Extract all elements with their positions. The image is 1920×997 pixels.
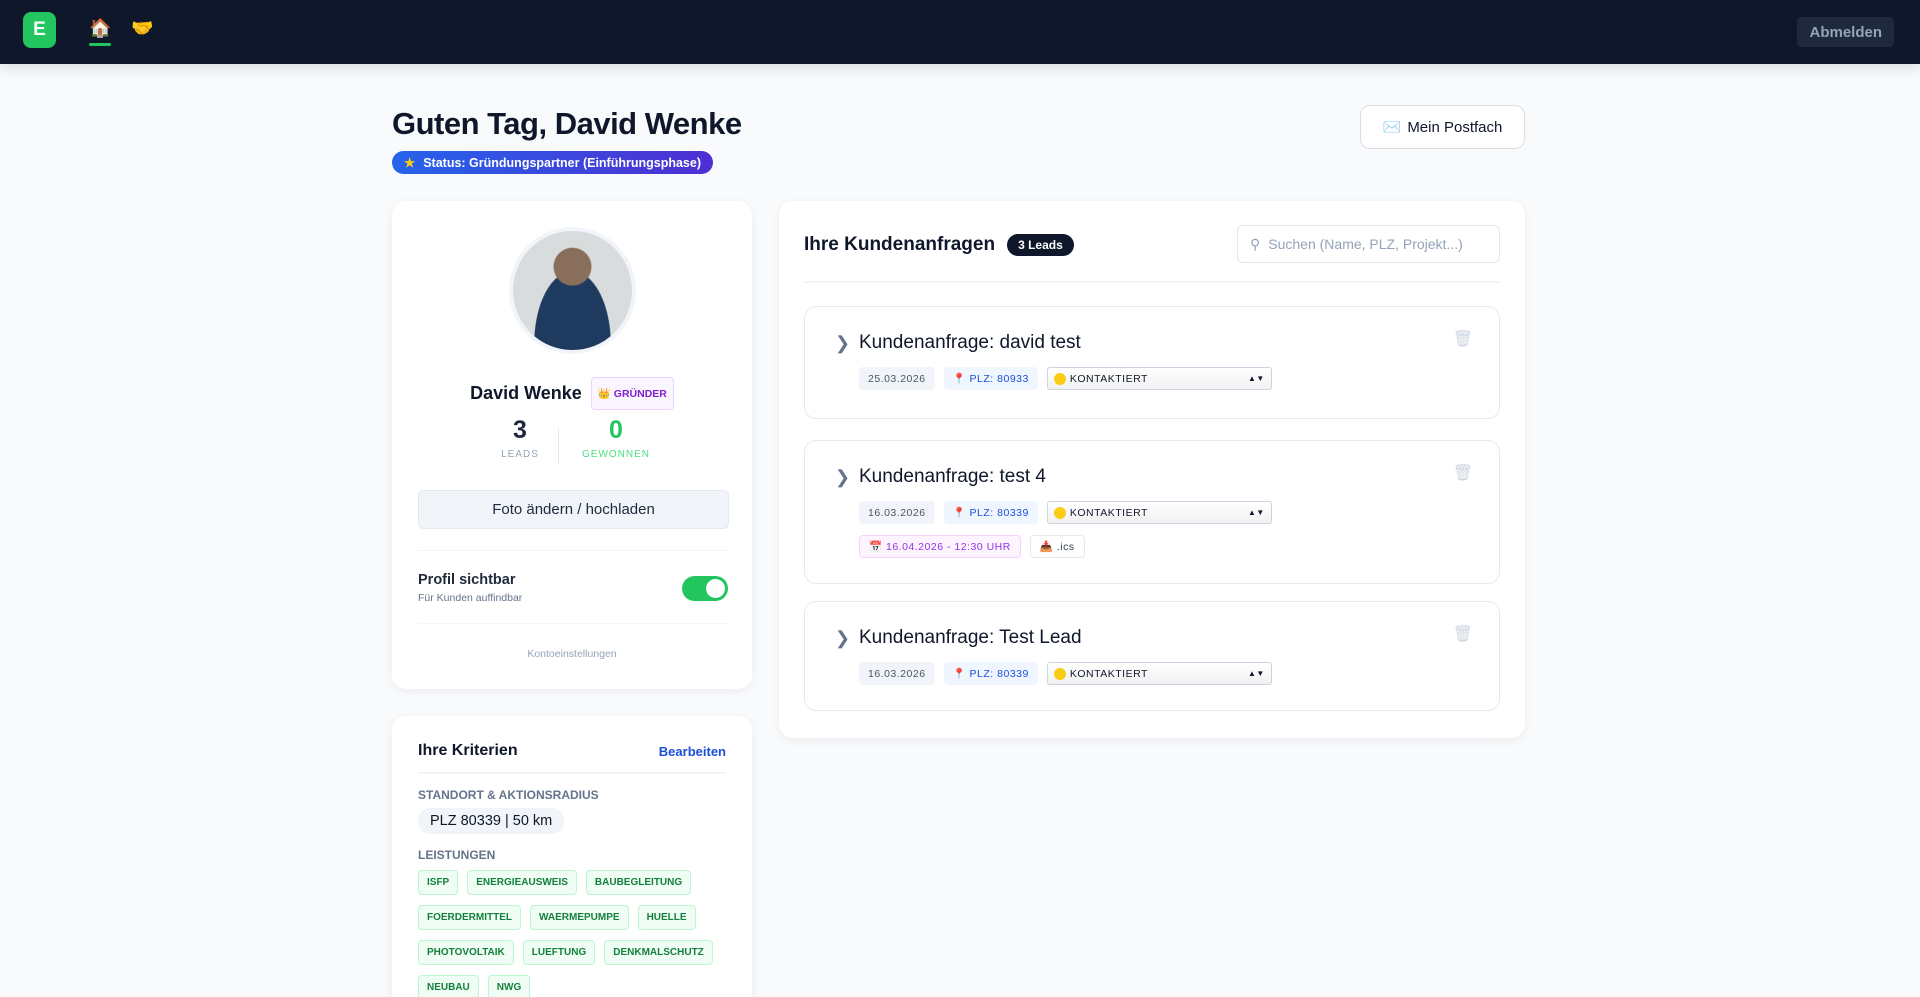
lead-item[interactable]: ❯ Kundenanfrage: david test 🗑 25.03.2026… — [804, 306, 1500, 419]
chevron-right-icon[interactable]: ❯ — [835, 628, 851, 648]
mailbox-label: Mein Postfach — [1407, 118, 1503, 136]
profile-name: David Wenke — [470, 383, 582, 403]
lead-item[interactable]: ❯ Kundenanfrage: test 4 🗑 16.03.2026 📍 PL… — [804, 440, 1500, 584]
service-tag: NEUBAU — [418, 975, 479, 997]
logout-button[interactable]: Abmelden — [1797, 17, 1894, 47]
search-input[interactable] — [1268, 236, 1479, 252]
lead-title: Kundenanfrage: david test — [859, 332, 1081, 353]
won-count: 0 — [609, 416, 623, 444]
service-tag: NWG — [487, 975, 531, 997]
status-text: Status: Gründungspartner (Einführungspha… — [423, 155, 702, 170]
status-value: KONTAKTIERT — [1069, 506, 1148, 519]
service-tag: WAERMEPUMPE — [530, 905, 629, 930]
lead-date: 16.03.2026 — [859, 501, 935, 524]
lead-title: Kundenanfrage: test 4 — [859, 466, 1046, 487]
service-tag: ENERGIEAUSWEIS — [467, 870, 577, 895]
status-badge: ★ Status: Gründungspartner (Einführungsph… — [392, 151, 714, 174]
visibility-title: Profil sichtbar — [418, 572, 516, 588]
services-list: ISFP ENERGIEAUSWEIS BAUBEGLEITUNG FOERDERMI… — [418, 870, 738, 997]
leads-count-badge: 3 Leads — [1007, 234, 1074, 256]
lead-date: 25.03.2026 — [859, 367, 935, 390]
handshake-icon[interactable]: 🤝 — [131, 18, 154, 38]
status-dot-icon — [1053, 372, 1066, 385]
lead-plz: 📍 PLZ: 80339 — [943, 662, 1038, 685]
leads-title: Ihre Kundenanfragen — [804, 234, 996, 255]
chevron-right-icon[interactable]: ❯ — [835, 333, 851, 353]
ics-download-button[interactable]: 📥 .ics — [1029, 535, 1085, 558]
search-icon: ⚲ — [1250, 235, 1261, 252]
lead-date: 16.03.2026 — [859, 662, 935, 685]
leads-stat: 3 LEADS — [465, 416, 575, 460]
account-settings-link[interactable]: Kontoeinstellungen — [527, 648, 617, 660]
divider — [418, 550, 729, 551]
page-title: Guten Tag, David Wenke — [392, 106, 742, 141]
status-dot-icon — [1053, 506, 1066, 519]
leads-label: LEADS — [501, 449, 539, 460]
select-arrows-icon: ▲▼ — [1248, 508, 1265, 517]
service-tag: DENKMALSCHUTZ — [604, 940, 713, 965]
search-box: ⚲ — [1237, 225, 1500, 263]
envelope-icon: ✉️ — [1382, 119, 1402, 136]
avatar — [509, 227, 636, 354]
criteria-card: Ihre Kriterien Bearbeiten STANDORT & AKTI… — [392, 716, 752, 997]
won-stat: 0 GEWONNEN — [561, 416, 671, 460]
lead-status-select[interactable]: KONTAKTIERT ▲▼ — [1046, 662, 1272, 685]
lead-title: Kundenanfrage: Test Lead — [859, 627, 1082, 648]
founder-badge: 👑 GRÜNDER — [590, 377, 674, 410]
lead-plz: 📍 PLZ: 80339 — [943, 501, 1038, 524]
service-tag: ISFP — [418, 870, 459, 895]
visibility-subtitle: Für Kunden auffindbar — [418, 592, 523, 604]
won-label: GEWONNEN — [582, 449, 650, 460]
divider — [558, 428, 559, 464]
lead-plz: 📍 PLZ: 80933 — [943, 367, 1038, 390]
trash-icon[interactable]: 🗑 — [1452, 465, 1473, 482]
trash-icon[interactable]: 🗑 — [1452, 626, 1473, 643]
divider — [418, 623, 729, 624]
divider — [804, 281, 1500, 283]
location-label: STANDORT & AKTIONSRADIUS — [418, 788, 599, 802]
service-tag: PHOTOVOLTAIK — [418, 940, 514, 965]
service-tag: HUELLE — [637, 905, 696, 930]
lead-status-select[interactable]: KONTAKTIERT ▲▼ — [1046, 367, 1272, 390]
appointment-badge: 📅 16.04.2026 - 12:30 UHR — [859, 535, 1021, 558]
visibility-setting: Profil sichtbar Für Kunden auffindbar — [418, 572, 522, 604]
trash-icon[interactable]: 🗑 — [1452, 331, 1473, 348]
service-tag: LUEFTUNG — [522, 940, 596, 965]
status-value: KONTAKTIERT — [1069, 667, 1148, 680]
change-photo-button[interactable]: Foto ändern / hochladen — [418, 490, 729, 529]
select-arrows-icon: ▲▼ — [1248, 374, 1265, 383]
visibility-toggle[interactable] — [682, 576, 728, 601]
services-label: LEISTUNGEN — [418, 848, 496, 862]
profile-card: David Wenke 👑 GRÜNDER 3 LEADS 0 GEWONNEN Fo… — [392, 201, 752, 689]
top-navbar: E 🏠 🤝 Abmelden — [0, 0, 1920, 64]
leads-count: 3 — [513, 416, 527, 444]
app-logo[interactable]: E — [23, 12, 56, 48]
location-value: PLZ 80339 | 50 km — [418, 808, 565, 834]
criteria-title: Ihre Kriterien — [418, 742, 518, 759]
house-icon[interactable]: 🏠 — [89, 18, 112, 46]
edit-criteria-link[interactable]: Bearbeiten — [658, 743, 726, 759]
status-dot-icon — [1053, 667, 1066, 680]
lead-item[interactable]: ❯ Kundenanfrage: Test Lead 🗑 16.03.2026 📍… — [804, 601, 1500, 711]
status-value: KONTAKTIERT — [1069, 372, 1148, 385]
leads-card: Ihre Kundenanfragen 3 Leads ⚲ ❯ Kundenanf… — [779, 201, 1525, 738]
select-arrows-icon: ▲▼ — [1248, 669, 1265, 678]
service-tag: FOERDERMITTEL — [418, 905, 521, 930]
lead-status-select[interactable]: KONTAKTIERT ▲▼ — [1046, 501, 1272, 524]
mailbox-button[interactable]: ✉️ Mein Postfach — [1360, 105, 1525, 149]
service-tag: BAUBEGLEITUNG — [585, 870, 692, 895]
chevron-right-icon[interactable]: ❯ — [835, 467, 851, 487]
star-icon: ★ — [404, 156, 416, 170]
